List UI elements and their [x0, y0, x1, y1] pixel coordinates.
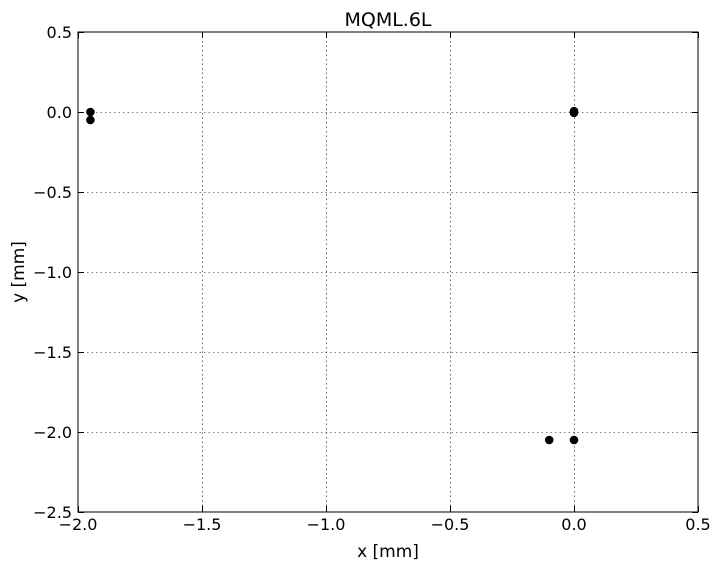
y-tick-label: −1.5 [33, 343, 72, 362]
grid-lines [78, 32, 698, 512]
x-axis-label: x [mm] [357, 542, 419, 562]
plot-background [78, 32, 698, 512]
data-point [569, 108, 579, 118]
x-tick-label: −0.5 [431, 515, 470, 534]
data-point [544, 435, 554, 445]
axis-ticks [78, 32, 699, 513]
y-tick-labels: −2.5 −2.0 −1.5 −1.0 −0.5 0.0 0.5 [33, 23, 72, 522]
y-tick-label: −2.0 [33, 423, 72, 442]
x-tick-label: −2.0 [59, 515, 98, 534]
y-tick-label: −1.0 [33, 263, 72, 282]
y-tick-label: −0.5 [33, 183, 72, 202]
y-tick-label: 0.0 [47, 103, 72, 122]
data-point [569, 435, 579, 445]
x-tick-label: −1.0 [307, 515, 346, 534]
data-point [86, 107, 95, 117]
x-tick-label: 0.5 [685, 515, 710, 534]
y-axis-label: y [mm] [9, 241, 29, 303]
chart-title: MQML.6L [344, 9, 431, 31]
x-tick-label: 0.0 [561, 515, 586, 534]
y-tick-label: 0.5 [47, 23, 72, 42]
y-tick-label: −2.5 [33, 503, 72, 522]
data-point [86, 115, 95, 125]
x-tick-labels: −2.0 −1.5 −1.0 −0.5 0.0 0.5 [59, 515, 711, 534]
data-points [86, 106, 579, 445]
x-tick-label: −1.5 [183, 515, 222, 534]
